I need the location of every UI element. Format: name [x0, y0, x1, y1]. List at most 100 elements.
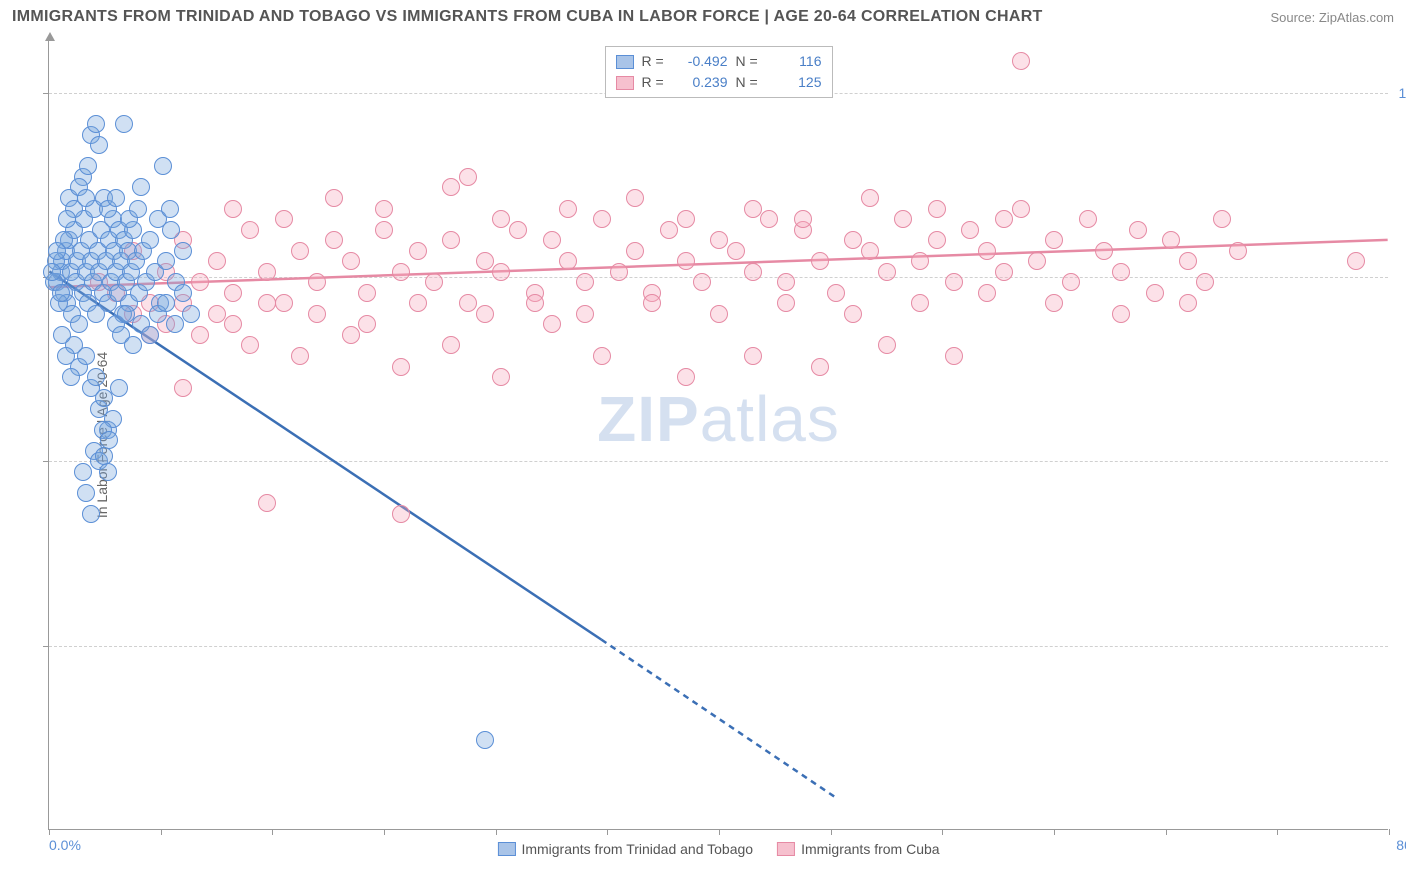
data-point-tt	[82, 505, 100, 523]
data-point-cuba	[1079, 210, 1097, 228]
data-point-cuba	[1045, 294, 1063, 312]
data-point-cuba	[1162, 231, 1180, 249]
swatch-cuba-icon	[616, 76, 634, 90]
data-point-cuba	[543, 231, 561, 249]
legend-label-cuba: Immigrants from Cuba	[801, 841, 939, 857]
data-point-tt	[70, 315, 88, 333]
x-tick	[607, 829, 608, 835]
legend-label-tt: Immigrants from Trinidad and Tobago	[521, 841, 753, 857]
data-point-cuba	[325, 231, 343, 249]
data-point-cuba	[610, 263, 628, 281]
data-point-cuba	[1179, 294, 1197, 312]
x-tick	[719, 829, 720, 835]
data-point-cuba	[794, 210, 812, 228]
trend-lines	[49, 40, 1388, 829]
data-point-tt	[182, 305, 200, 323]
data-point-cuba	[978, 242, 996, 260]
data-point-tt	[77, 484, 95, 502]
data-point-cuba	[1112, 263, 1130, 281]
data-point-cuba	[208, 252, 226, 270]
data-point-cuba	[1229, 242, 1247, 260]
r-value-cuba: 0.239	[678, 72, 728, 93]
data-point-tt	[124, 336, 142, 354]
source-label: Source: ZipAtlas.com	[1270, 10, 1394, 25]
data-point-tt	[141, 231, 159, 249]
r-value-tt: -0.492	[678, 51, 728, 72]
data-point-cuba	[392, 358, 410, 376]
data-point-cuba	[1112, 305, 1130, 323]
data-point-tt	[77, 189, 95, 207]
x-tick	[496, 829, 497, 835]
data-point-tt	[174, 242, 192, 260]
data-point-cuba	[442, 336, 460, 354]
data-point-cuba	[861, 242, 879, 260]
data-point-cuba	[710, 305, 728, 323]
data-point-cuba	[275, 294, 293, 312]
data-point-cuba	[492, 210, 510, 228]
y-tick-label: 100.0%	[1399, 85, 1406, 101]
data-point-cuba	[626, 242, 644, 260]
n-label: N =	[736, 51, 764, 72]
data-point-cuba	[811, 358, 829, 376]
data-point-cuba	[894, 210, 912, 228]
data-point-tt	[87, 115, 105, 133]
data-point-cuba	[208, 305, 226, 323]
chart-area: In Labor Force | Age 20-64 47.5%65.0%82.…	[48, 40, 1388, 830]
data-point-cuba	[744, 200, 762, 218]
y-axis-arrow	[45, 32, 55, 41]
data-point-cuba	[677, 252, 695, 270]
data-point-cuba	[844, 305, 862, 323]
data-point-cuba	[425, 273, 443, 291]
data-point-tt	[62, 368, 80, 386]
data-point-cuba	[241, 221, 259, 239]
data-point-tt	[43, 263, 61, 281]
data-point-tt	[166, 315, 184, 333]
data-point-cuba	[1028, 252, 1046, 270]
data-point-cuba	[392, 505, 410, 523]
x-tick	[942, 829, 943, 835]
data-point-cuba	[325, 189, 343, 207]
x-tick	[384, 829, 385, 835]
data-point-cuba	[710, 231, 728, 249]
swatch-cuba-icon	[777, 842, 795, 856]
data-point-cuba	[492, 263, 510, 281]
r-label: R =	[642, 72, 670, 93]
data-point-cuba	[258, 294, 276, 312]
data-point-tt	[174, 284, 192, 302]
data-point-cuba	[1179, 252, 1197, 270]
data-point-tt	[53, 326, 71, 344]
data-point-cuba	[576, 305, 594, 323]
y-tick	[43, 461, 49, 462]
data-point-tt	[157, 252, 175, 270]
swatch-tt-icon	[616, 55, 634, 69]
data-point-cuba	[291, 242, 309, 260]
data-point-tt	[161, 200, 179, 218]
data-point-cuba	[1012, 200, 1030, 218]
n-label: N =	[736, 72, 764, 93]
data-point-cuba	[358, 284, 376, 302]
data-point-tt	[476, 731, 494, 749]
n-value-tt: 116	[772, 51, 822, 72]
data-point-cuba	[459, 294, 477, 312]
data-point-cuba	[526, 294, 544, 312]
x-tick	[1054, 829, 1055, 835]
gridline	[49, 646, 1388, 647]
data-point-cuba	[593, 347, 611, 365]
data-point-cuba	[827, 284, 845, 302]
data-point-cuba	[928, 231, 946, 249]
x-tick	[1166, 829, 1167, 835]
data-point-cuba	[945, 347, 963, 365]
data-point-tt	[87, 368, 105, 386]
data-point-cuba	[593, 210, 611, 228]
chart-title: IMMIGRANTS FROM TRINIDAD AND TOBAGO VS I…	[12, 8, 1043, 26]
data-point-cuba	[1213, 210, 1231, 228]
data-point-tt	[99, 463, 117, 481]
data-point-cuba	[559, 200, 577, 218]
data-point-tt	[107, 189, 125, 207]
x-tick	[831, 829, 832, 835]
data-point-cuba	[643, 294, 661, 312]
data-point-cuba	[258, 263, 276, 281]
data-point-cuba	[811, 252, 829, 270]
data-point-cuba	[677, 368, 695, 386]
data-point-tt	[48, 242, 66, 260]
